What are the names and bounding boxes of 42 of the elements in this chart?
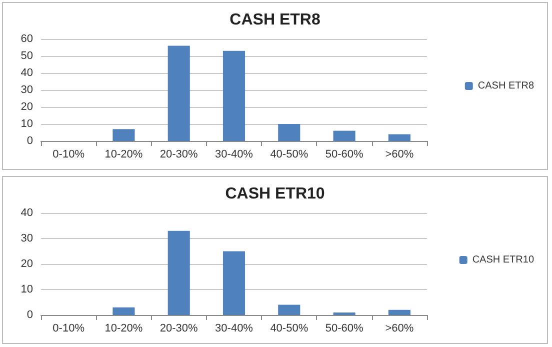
bar xyxy=(278,304,300,315)
y-tick-label: 10 xyxy=(20,118,33,130)
y-tick-label: 60 xyxy=(20,33,33,45)
x-tick-label: 0-10% xyxy=(52,148,85,160)
x-tick-label: 0-10% xyxy=(52,322,85,334)
x-tick-label: 30-40% xyxy=(215,322,254,334)
y-tick-label: 20 xyxy=(20,258,33,270)
chart-title: CASH ETR10 xyxy=(225,186,325,202)
bar xyxy=(222,50,246,141)
bar xyxy=(278,124,300,141)
x-tick-label: 50-60% xyxy=(325,148,364,160)
legend-label: CASH ETR8 xyxy=(478,80,534,92)
y-tick-label: 30 xyxy=(20,232,33,244)
y-tick-label: 10 xyxy=(20,284,33,296)
legend-label: CASH ETR10 xyxy=(472,254,534,266)
bar xyxy=(168,46,190,141)
bar xyxy=(112,129,135,141)
bar xyxy=(388,134,410,141)
bar xyxy=(333,312,356,315)
bar xyxy=(388,310,410,315)
bar xyxy=(222,251,246,315)
x-tick-label: 40-50% xyxy=(270,148,308,160)
x-tick-label: 20-30% xyxy=(160,322,198,334)
bar xyxy=(112,307,135,315)
x-tick-label: 10-20% xyxy=(104,148,143,160)
x-tick-label: 30-40% xyxy=(215,148,254,160)
x-tick-label: >60% xyxy=(385,322,414,334)
x-tick-label: >60% xyxy=(385,148,414,160)
bar xyxy=(168,230,190,315)
y-tick-label: 20 xyxy=(20,101,33,113)
x-tick-label: 10-20% xyxy=(104,322,143,334)
y-tick-label: 50 xyxy=(20,50,33,62)
y-tick-label: 40 xyxy=(20,67,33,79)
y-tick-label: 40 xyxy=(20,207,33,219)
y-tick-label: 0 xyxy=(26,135,33,147)
x-tick-label: 20-30% xyxy=(160,148,198,160)
y-tick-label: 0 xyxy=(26,309,33,321)
bar xyxy=(333,130,356,141)
x-tick-label: 40-50% xyxy=(270,322,308,334)
y-tick-label: 30 xyxy=(20,84,33,96)
chart-title: CASH ETR8 xyxy=(230,12,320,28)
x-tick-label: 50-60% xyxy=(325,322,364,334)
